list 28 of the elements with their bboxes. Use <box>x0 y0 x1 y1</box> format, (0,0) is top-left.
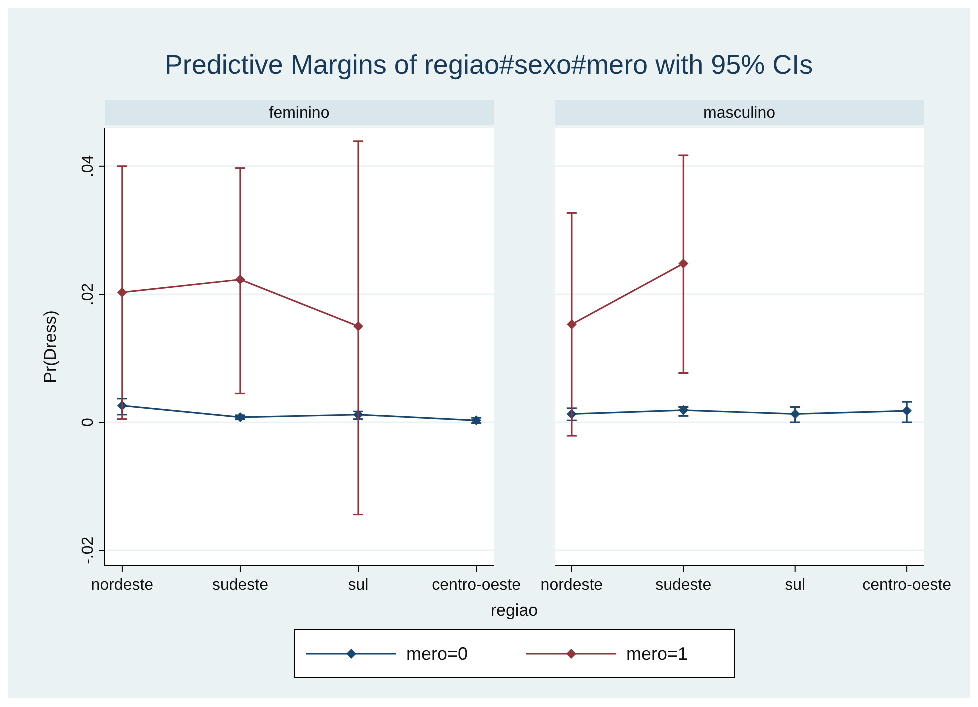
y-tick-label: -.02 <box>80 536 97 564</box>
x-tick-label: sudeste <box>212 577 269 594</box>
point <box>790 409 800 420</box>
point <box>235 274 246 285</box>
y-axis-title: Pr(Dress) <box>41 310 60 384</box>
x-tick-label: sul <box>348 577 369 594</box>
x-axis-title: regiao <box>490 601 538 620</box>
point <box>566 320 577 330</box>
chart-subtitle: masculino <box>703 105 776 122</box>
x-tick-label: centro-oeste <box>862 577 952 594</box>
point <box>354 322 364 332</box>
x-tick-label: sul <box>785 577 806 594</box>
y-tick-label: .04 <box>80 155 97 178</box>
point <box>117 288 128 298</box>
y-tick-label: .02 <box>80 283 97 306</box>
point <box>902 406 912 416</box>
legend-label: mero=1 <box>626 644 688 664</box>
legend-label: mero=0 <box>406 644 468 664</box>
x-tick-label: nordeste <box>91 577 154 594</box>
x-tick-label: nordeste <box>540 577 604 594</box>
point <box>472 416 482 426</box>
point <box>235 412 246 422</box>
point <box>678 258 689 269</box>
chart-title: Predictive Margins of regiao#sexo#mero with 95% CIs <box>164 50 814 80</box>
x-tick-label: sudeste <box>656 577 712 594</box>
y-tick-label: 0 <box>80 418 97 428</box>
chart-subtitle: feminino <box>269 105 330 122</box>
x-tick-label: centro-oeste <box>432 577 522 594</box>
